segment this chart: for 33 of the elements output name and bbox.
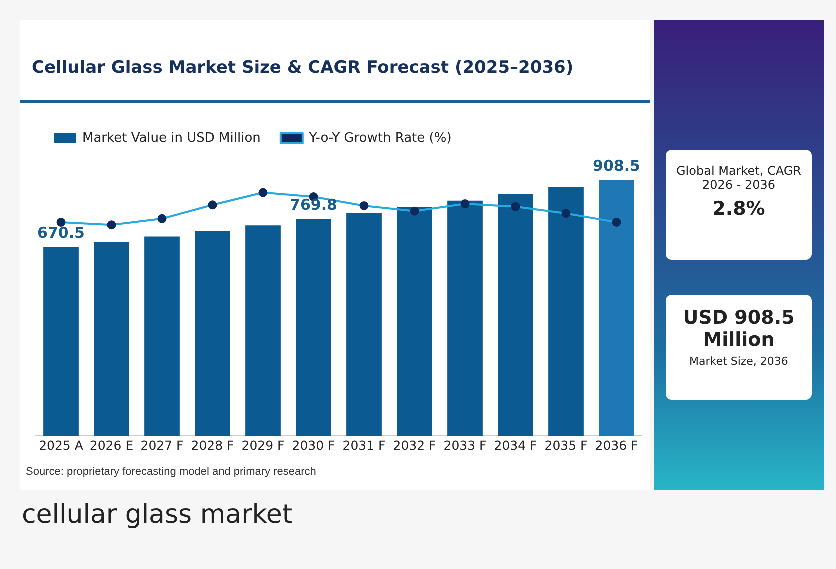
x-tick-label: 2026 E: [90, 438, 134, 453]
bar: [448, 200, 483, 436]
x-tick-label: 2031 F: [342, 438, 386, 453]
x-tick-label: 2025 A: [39, 438, 84, 453]
x-tick-label: 2030 F: [292, 438, 336, 453]
x-tick-label: 2033 F: [444, 438, 487, 453]
bar: [346, 213, 382, 436]
x-tick-label: 2029 F: [242, 438, 285, 453]
x-tick-label: 2036 F: [595, 438, 638, 453]
bar: [397, 207, 432, 436]
bar: [498, 194, 534, 436]
chart-title: Cellular Glass Market Size & CAGR Forecast (2025–2036): [32, 58, 574, 78]
bar: [44, 247, 79, 436]
text: cellular glass market: [22, 500, 293, 530]
bar: [296, 220, 332, 436]
bar: [195, 231, 230, 436]
x-tick-label: 2035 F: [544, 438, 588, 453]
source-note: Source: proprietary forecasting model and primary research: [26, 466, 316, 478]
legend-label: Market Value in USD Million: [82, 130, 261, 146]
legend-label: Y-o-Y Growth Rate (%): [308, 130, 452, 146]
bar: [144, 236, 180, 436]
x-tick-label: 2034 F: [494, 438, 538, 453]
data-label: 908.5: [593, 156, 640, 175]
x-tick-label: 2032 F: [393, 438, 436, 453]
data-label: 670.5: [38, 224, 85, 242]
bar: [599, 180, 634, 436]
x-tick-label: 2027 F: [140, 438, 184, 453]
side-panel: Global Market, CAGR 2026 - 2036 2.8% USD 908.5 Million Market Size, 2036: [654, 20, 824, 490]
bar: [94, 242, 130, 436]
bar: [246, 226, 281, 436]
bar: [548, 187, 584, 436]
x-tick-label: 2028 F: [191, 438, 234, 453]
data-label: 769.8: [290, 196, 338, 214]
